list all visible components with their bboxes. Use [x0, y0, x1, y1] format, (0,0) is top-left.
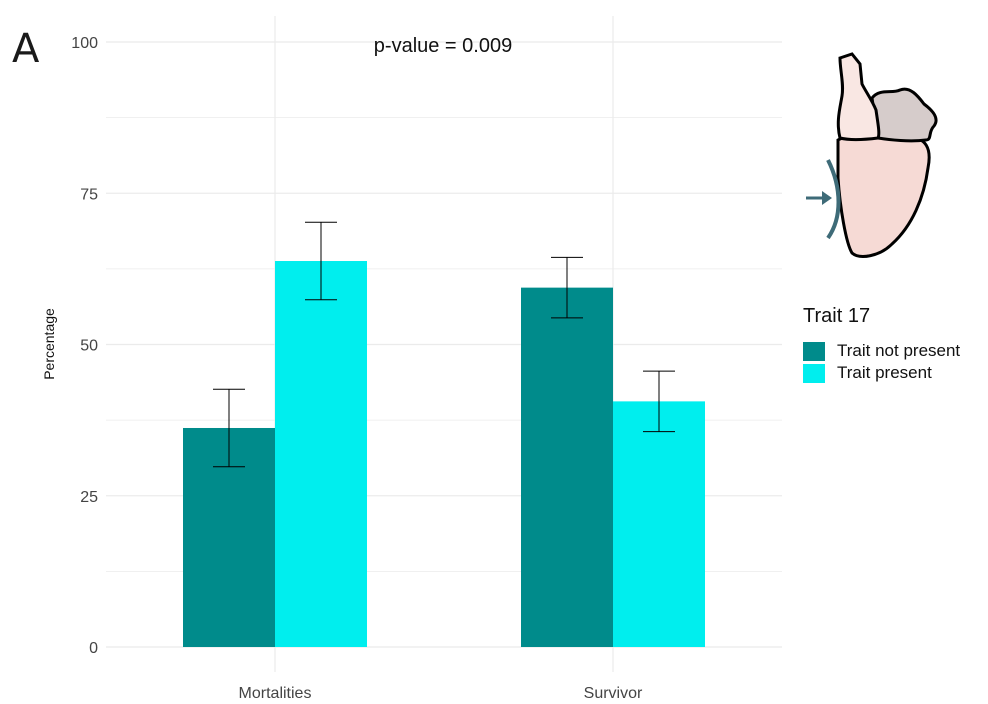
x-axis-ticks: Mortalities Survivor [239, 685, 643, 702]
legend: Trait 17 Trait not present Trait present [803, 305, 960, 384]
y-tick-label: 100 [71, 35, 98, 52]
bar [275, 261, 367, 647]
legend-label: Trait not present [837, 341, 961, 360]
legend-swatch-trait-present [803, 363, 825, 383]
y-tick-label: 0 [89, 640, 98, 657]
panel-label: A [12, 26, 40, 72]
heart-illustration-icon [806, 52, 938, 258]
y-tick-label: 50 [80, 338, 98, 355]
error-bars [213, 221, 675, 468]
legend-label: Trait present [837, 363, 932, 382]
bars [183, 261, 705, 647]
bar [521, 287, 613, 647]
y-axis-label: Percentage [41, 308, 57, 380]
y-axis-ticks: 0 25 50 75 100 [71, 35, 98, 657]
legend-item-trait-not-present: Trait not present [803, 340, 960, 362]
legend-title: Trait 17 [803, 305, 871, 327]
y-tick-label: 25 [80, 489, 98, 506]
bar [613, 401, 705, 647]
p-value-annotation: p-value = 0.009 [374, 35, 512, 57]
legend-swatch-trait-not-present [803, 341, 825, 361]
x-tick-label: Survivor [584, 685, 643, 702]
x-tick-label: Mortalities [239, 685, 312, 702]
legend-item-trait-present: Trait present [803, 362, 960, 384]
y-tick-label: 75 [80, 186, 98, 203]
